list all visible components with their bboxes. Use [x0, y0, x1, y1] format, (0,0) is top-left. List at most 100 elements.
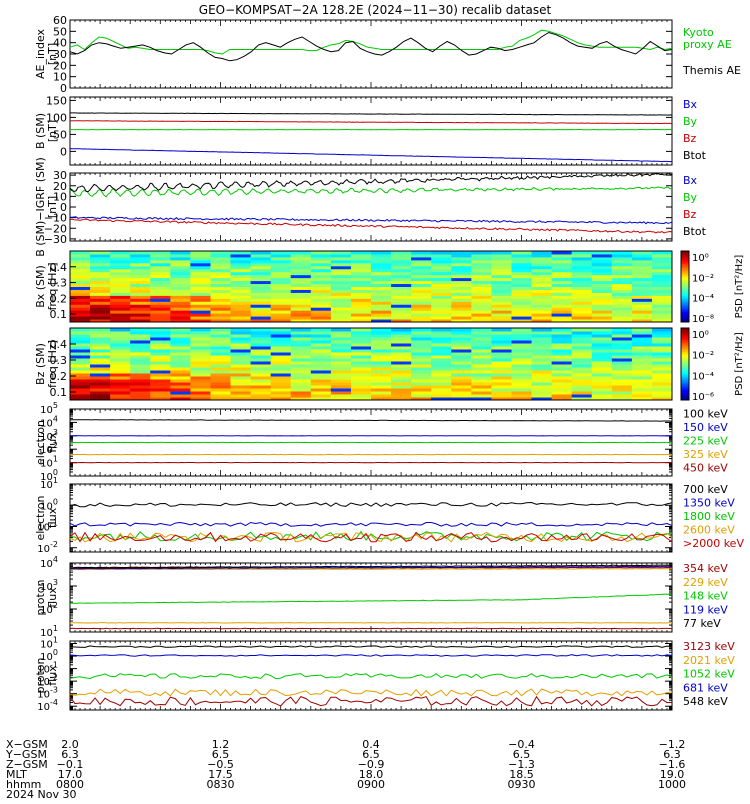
- spectrogram-cell: [632, 391, 653, 395]
- spectrogram-cell: [552, 343, 573, 347]
- spectrogram-cell: [351, 373, 372, 377]
- spectrogram-cell: [351, 346, 372, 350]
- spectrogram-cell: [331, 361, 352, 365]
- spectrogram-cell: [251, 260, 272, 263]
- spectrogram-cell: [271, 281, 292, 284]
- spectrogram-cell: [291, 346, 312, 350]
- spectrogram-cell: [632, 379, 653, 383]
- spectrogram-cell: [491, 346, 512, 350]
- spectrogram-cell: [291, 251, 312, 254]
- spectrogram-cell: [532, 376, 553, 380]
- spectrogram-cell: [271, 376, 292, 380]
- spectrogram-cell: [110, 266, 131, 269]
- spectrogram-cell: [311, 287, 332, 290]
- spectrogram-cell: [231, 394, 252, 398]
- spectrogram-cell: [471, 251, 492, 254]
- spectrogram-cell: [331, 394, 352, 398]
- spectrogram-cell: [210, 266, 231, 269]
- y-tick-label: 60: [53, 14, 67, 27]
- spectrogram-cell: [190, 364, 211, 368]
- spectrogram-cell: [431, 307, 452, 310]
- spectrogram-cell: [411, 301, 432, 304]
- legend-3123-kev: 3123 keV: [683, 640, 735, 653]
- spectrogram-cell: [592, 310, 613, 313]
- spectrogram-cell: [572, 334, 593, 338]
- spectrogram-cell: [70, 284, 91, 287]
- spectrogram-cell: [170, 307, 191, 310]
- spectrogram-cell: [612, 346, 633, 350]
- spectrogram-cell: [471, 385, 492, 389]
- spectrogram-cell: [511, 295, 532, 298]
- spectrogram-cell: [652, 292, 673, 295]
- spectrogram-cell: [251, 358, 272, 362]
- spectrogram-cell: [351, 310, 372, 313]
- spectrogram-cell: [130, 292, 151, 295]
- spectrogram-cell: [431, 355, 452, 359]
- spectrogram-cell: [491, 251, 512, 254]
- spectrogram-cell: [612, 310, 633, 313]
- spectrogram-cell: [511, 316, 532, 319]
- spectrogram-cell: [311, 316, 332, 319]
- spectrogram-cell: [231, 260, 252, 263]
- spectrogram-cell: [451, 301, 472, 304]
- spectrogram-cell: [291, 310, 312, 313]
- spectrogram-cell: [231, 301, 252, 304]
- spectrogram-cell: [331, 289, 352, 292]
- spectrogram-cell: [331, 340, 352, 344]
- spectrogram-cell: [652, 295, 673, 298]
- spectrogram-cell: [331, 251, 352, 254]
- spectrogram-cell: [291, 304, 312, 307]
- spectrogram-cell: [632, 331, 653, 335]
- spectrogram-cell: [190, 301, 211, 304]
- colorbar-tick-label: 10⁻⁶: [692, 392, 714, 403]
- spectrogram-cell: [572, 343, 593, 347]
- spectrogram-cell: [231, 346, 252, 350]
- spectrogram-cell: [391, 292, 412, 295]
- spectrogram-cell: [190, 313, 211, 316]
- spectrogram-cell: [612, 382, 633, 386]
- spectrogram-cell: [190, 260, 211, 263]
- spectrogram-cell: [471, 367, 492, 371]
- spectrogram-cell: [231, 257, 252, 260]
- spectrogram-cell: [90, 298, 111, 301]
- spectrogram-cell: [291, 367, 312, 371]
- spectrogram-cell: [70, 254, 91, 257]
- colorbar-tick-label: 10⁻²: [692, 273, 714, 284]
- spectrogram-cell: [532, 278, 553, 281]
- spectrogram-cell: [271, 382, 292, 386]
- spectrogram-cell: [231, 379, 252, 383]
- series-btot: [70, 113, 672, 115]
- spectrogram-cell: [471, 376, 492, 380]
- spectrogram-cell: [291, 373, 312, 377]
- spectrogram-cell: [451, 382, 472, 386]
- spectrogram-cell: [431, 343, 452, 347]
- spectrogram-cell: [612, 385, 633, 389]
- spectrogram-cell: [652, 364, 673, 368]
- spectrogram-cell: [592, 376, 613, 380]
- spectrogram-cell: [632, 376, 653, 380]
- spectrogram-cell: [572, 391, 593, 395]
- spectrogram-cell: [251, 316, 272, 319]
- spectrogram-cell: [130, 334, 151, 338]
- spectrogram-cell: [371, 292, 392, 295]
- y-tick-label: 20: [53, 59, 67, 72]
- spectrogram-cell: [632, 281, 653, 284]
- spectrogram-cell: [552, 328, 573, 332]
- spectrogram-cell: [170, 263, 191, 266]
- spectrogram-cell: [511, 379, 532, 383]
- spectrogram-cell: [652, 313, 673, 316]
- spectrogram-cell: [351, 287, 372, 290]
- spectrogram-cell: [170, 287, 191, 290]
- spectrogram-cell: [612, 328, 633, 332]
- spectrogram-cell: [311, 334, 332, 338]
- spectrogram-cell: [331, 278, 352, 281]
- spectrogram-cell: [632, 254, 653, 257]
- spectrogram-cell: [231, 298, 252, 301]
- spectrogram-cell: [150, 316, 171, 319]
- spectrogram-cell: [632, 287, 653, 290]
- spectrogram-cell: [231, 391, 252, 395]
- spectrogram-cell: [552, 307, 573, 310]
- spectrogram-cell: [572, 287, 593, 290]
